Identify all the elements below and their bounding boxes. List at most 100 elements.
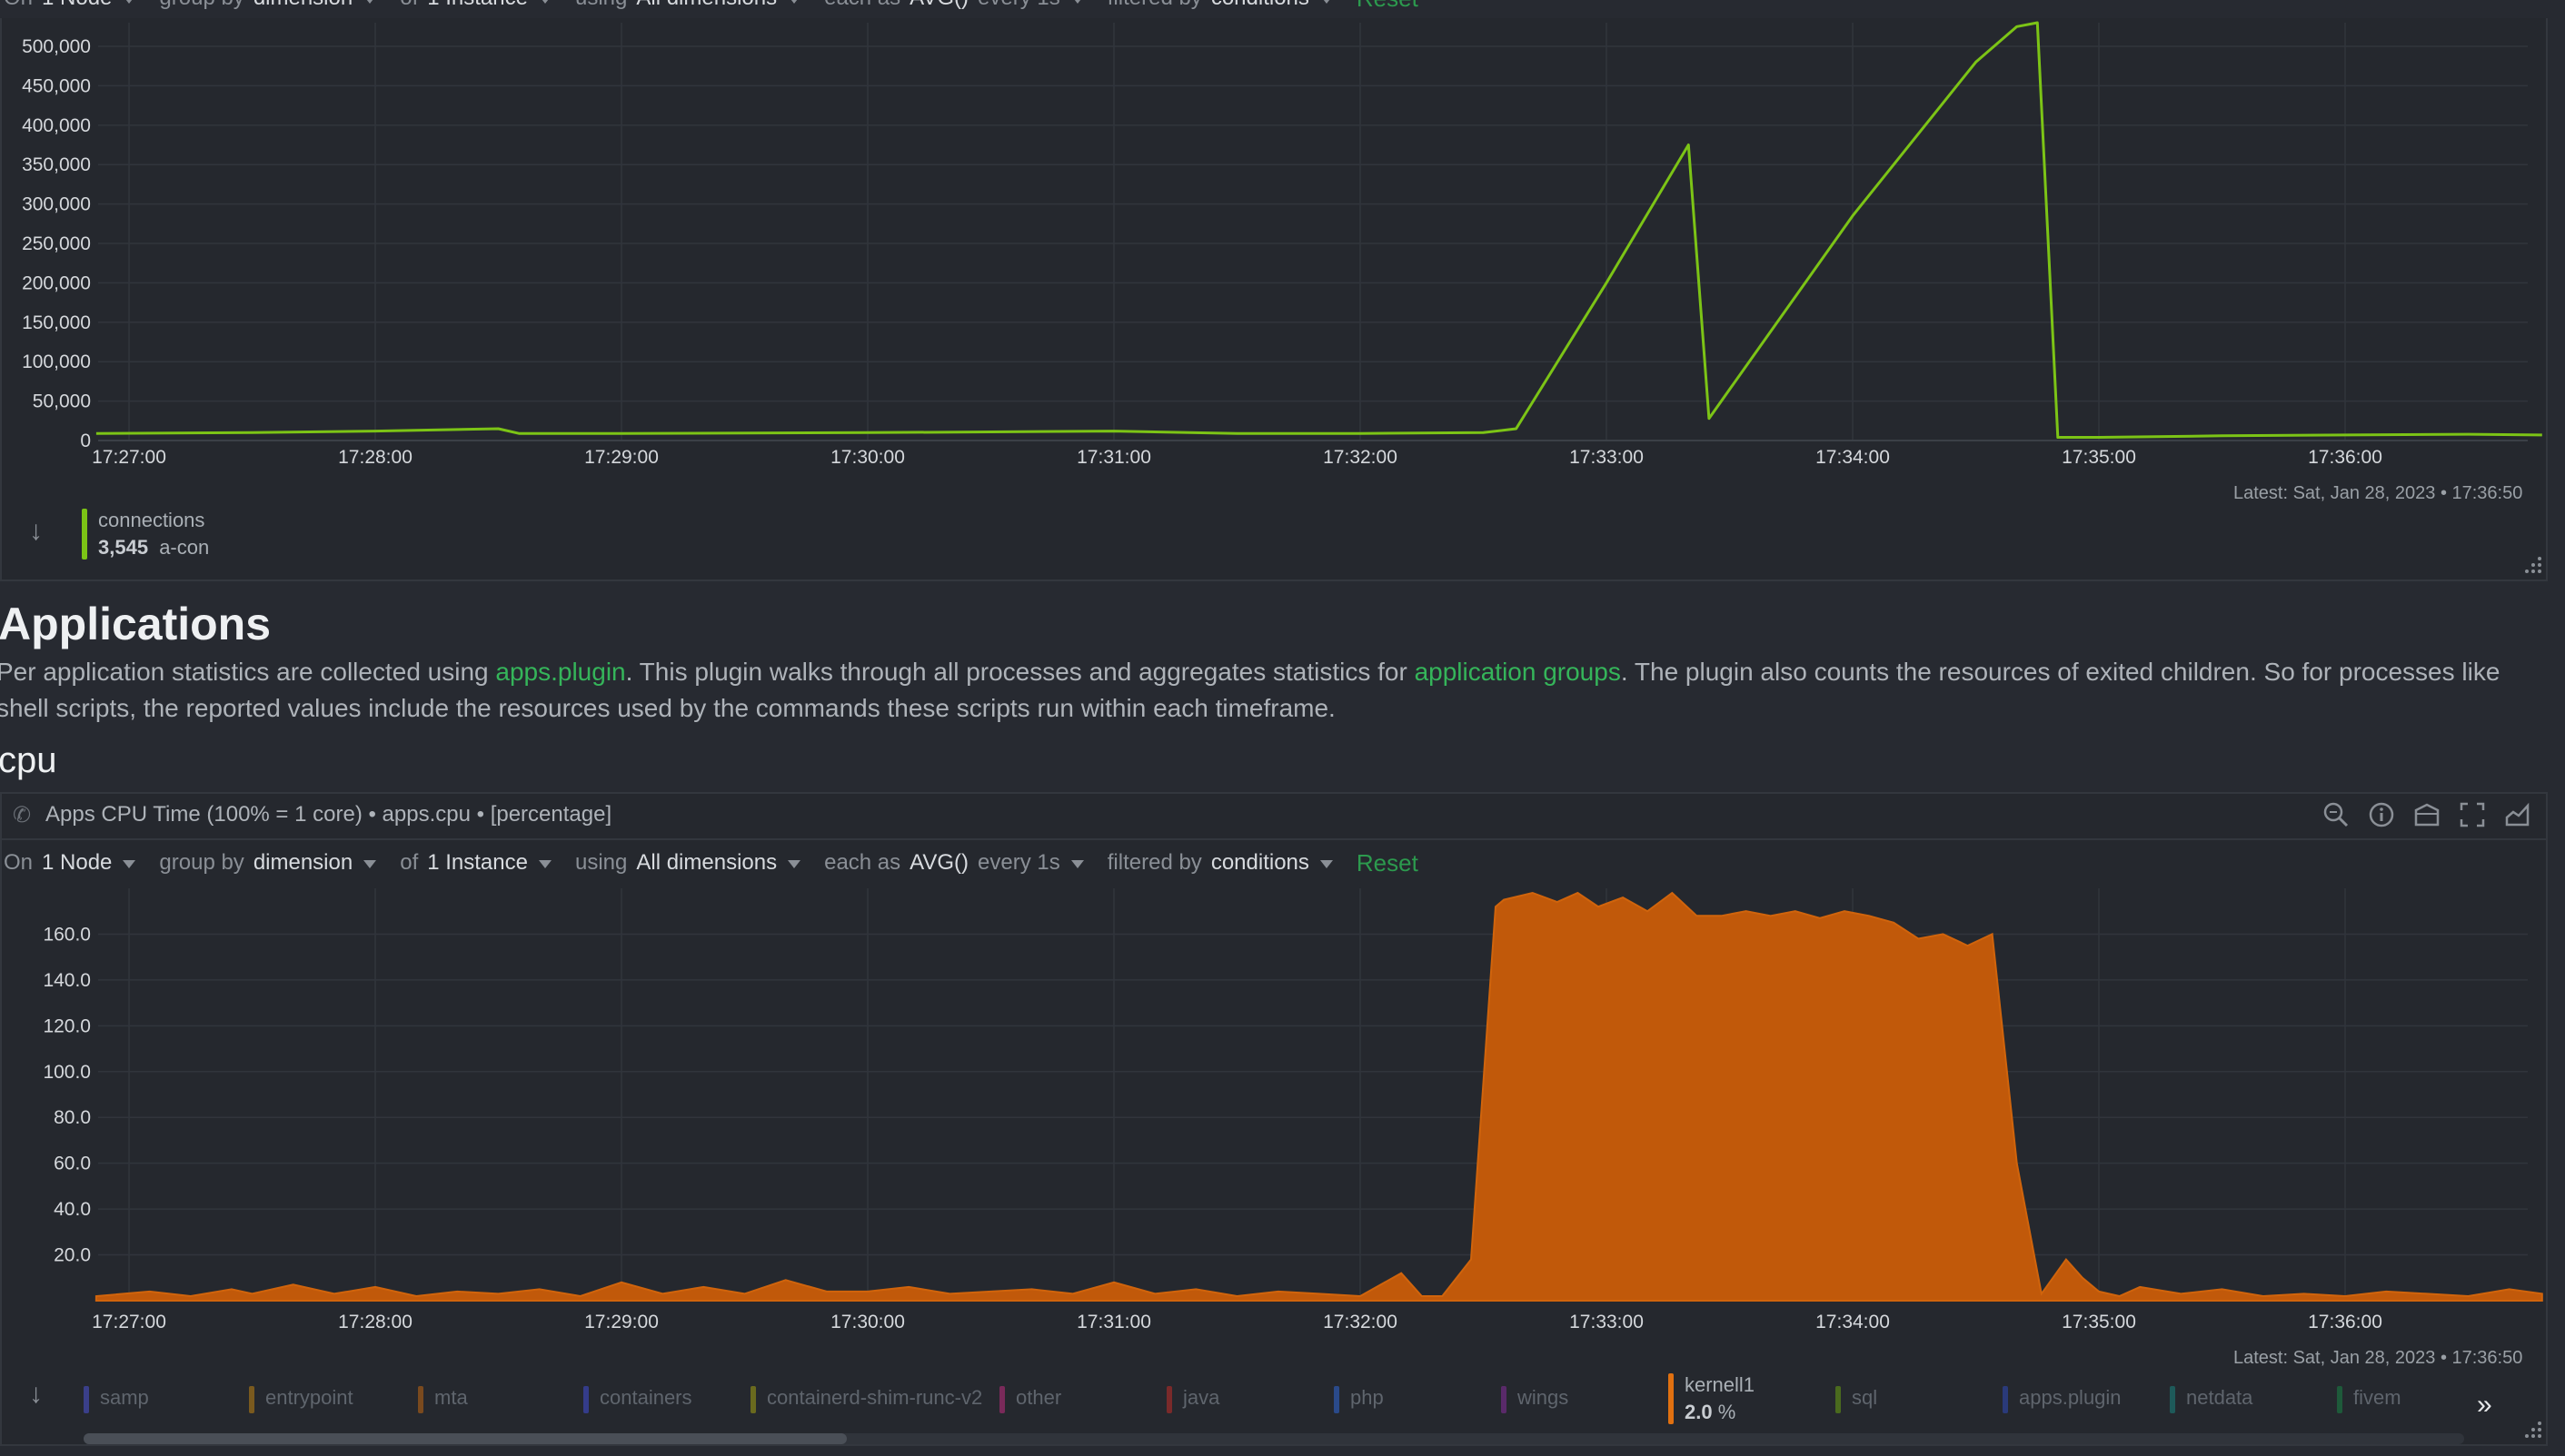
reset-button[interactable]: Reset (1357, 0, 1418, 13)
legend-color-swatch (583, 1386, 589, 1413)
legend-item-sql[interactable]: sql (1835, 1386, 1877, 1413)
latest-timestamp: Latest: Sat, Jan 28, 2023 • 17:36:50 (2233, 1348, 2523, 1368)
double-chevron-right-icon[interactable]: » (2477, 1390, 2492, 1420)
legend-color-swatch (2170, 1386, 2175, 1413)
arrow-down-icon[interactable]: ↓ (29, 1379, 43, 1409)
x-tick-label: 17:31:00 (1077, 1312, 1151, 1332)
legend-item-netdata[interactable]: netdata (2170, 1386, 2252, 1413)
arrow-down-icon[interactable]: ↓ (29, 516, 43, 546)
x-tick-label: 17:30:00 (830, 1312, 905, 1332)
filtered-by-label: filtered by (1108, 0, 1202, 11)
conditions-filter[interactable]: filtered by conditions (1108, 0, 1333, 11)
aggregation-filter[interactable]: each as AVG() every 1s (824, 850, 1084, 876)
chevron-down-icon (123, 859, 136, 868)
group-by-value: dimension (253, 850, 353, 875)
legend-connections[interactable]: connections 3,545 a-con (82, 509, 209, 560)
x-tick-label: 17:28:00 (338, 1312, 413, 1332)
resize-handle-icon[interactable] (2522, 554, 2542, 574)
legend-item-other[interactable]: other (999, 1386, 1061, 1413)
legend-color-swatch (82, 509, 87, 560)
x-tick-label: 17:36:00 (2308, 1312, 2382, 1332)
y-tick-label: 40.0 (54, 1199, 91, 1220)
aggregation-filter[interactable]: each as AVG() every 1s (824, 0, 1084, 11)
x-tick-label: 17:34:00 (1815, 447, 1890, 468)
group-by-filter[interactable]: group by dimension (159, 850, 377, 876)
legend-item-fivem[interactable]: fivem (2337, 1386, 2401, 1413)
legend-name: containerd-shim-runc-v2 (767, 1386, 983, 1409)
instance-filter[interactable]: of 1 Instance (400, 0, 552, 11)
x-tick-label: 17:31:00 (1077, 447, 1151, 468)
chart-header-title: Apps CPU Time (100% = 1 core) • apps.cpu… (45, 802, 612, 827)
y-tick-label: 80.0 (54, 1107, 91, 1128)
application-groups-link[interactable]: application groups (1414, 658, 1621, 686)
instance-value: 1 Instance (427, 850, 528, 875)
legend-color-swatch (1668, 1373, 1674, 1424)
legend-color-swatch (1334, 1386, 1339, 1413)
reset-button[interactable]: Reset (1356, 848, 1418, 877)
legend-item-apps.plugin[interactable]: apps.plugin (2003, 1386, 2122, 1413)
info-icon[interactable] (2368, 801, 2395, 828)
top-filter-bar: On 1 Node group by dimension of 1 Instan… (0, 0, 2548, 21)
legend-color-swatch (999, 1386, 1005, 1413)
folder-icon[interactable] (2413, 801, 2441, 828)
legend-name: entrypoint (265, 1386, 353, 1409)
x-tick-label: 17:29:00 (584, 447, 659, 468)
instance-filter[interactable]: of 1 Instance (400, 850, 552, 876)
connections-chart[interactable]: 0 50,000 100,000 150,000 200,000 250,000 300,0… (0, 18, 2548, 490)
horizontal-scrollbar-track[interactable] (84, 1433, 2464, 1444)
apps-plugin-link[interactable]: apps.plugin (495, 658, 626, 686)
cpu-filter-bar: On 1 Node group by dimension of 1 Instan… (0, 838, 2548, 886)
legend-name: java (1183, 1386, 1220, 1409)
dimensions-filter[interactable]: using All dimensions (575, 850, 801, 876)
y-tick-label: 350,000 (22, 154, 91, 175)
legend-item-php[interactable]: php (1334, 1386, 1384, 1413)
x-tick-label: 17:35:00 (2062, 447, 2136, 468)
y-tick-label: 60.0 (54, 1154, 91, 1174)
legend-item-entrypoint[interactable]: entrypoint (249, 1386, 353, 1413)
subsection-title: cpu (0, 740, 57, 780)
dimensions-value: All dimensions (636, 850, 778, 875)
zoom-icon[interactable] (2322, 801, 2350, 828)
legend-color-swatch (1835, 1386, 1841, 1413)
legend-item-wings[interactable]: wings (1501, 1386, 1568, 1413)
resize-handle-icon[interactable] (2522, 1419, 2542, 1439)
y-tick-label: 20.0 (54, 1245, 91, 1266)
legend-name: connections (98, 509, 205, 531)
node-filter[interactable]: On 1 Node (4, 0, 136, 11)
chevron-down-icon (788, 0, 801, 4)
legend-color-swatch (418, 1386, 423, 1413)
cpu-chart[interactable]: 20.0 40.0 60.0 80.0 100.0 120.0 140.0 160.0 17:2… (0, 884, 2548, 1338)
legend-item-java[interactable]: java (1167, 1386, 1219, 1413)
y-tick-label: 50,000 (33, 391, 91, 412)
phone-icon: ✆ (13, 803, 32, 827)
chevron-down-icon (1319, 0, 1333, 4)
on-label: On (4, 0, 33, 11)
conditions-filter[interactable]: filtered by conditions (1108, 850, 1333, 876)
legend-item-kernell1[interactable]: kernell1 2.0 % (1668, 1373, 1755, 1424)
fullscreen-icon[interactable] (2459, 801, 2486, 828)
legend-name: other (1016, 1386, 1062, 1409)
dimensions-filter[interactable]: using All dimensions (575, 0, 801, 11)
group-by-label: group by (159, 850, 244, 875)
y-tick-label: 100,000 (22, 352, 91, 372)
aggregation-value: AVG() (910, 850, 969, 875)
chevron-down-icon (123, 0, 136, 4)
legend-item-containers[interactable]: containers (583, 1386, 692, 1413)
interval-label: every 1s (978, 850, 1060, 875)
y-tick-label: 200,000 (22, 272, 91, 293)
legend-item-containerd-shim-runc-v2[interactable]: containerd-shim-runc-v2 (751, 1386, 982, 1413)
chart-type-icon[interactable] (2504, 801, 2531, 828)
legend-color-swatch (2003, 1386, 2008, 1413)
legend-name: apps.plugin (2019, 1386, 2122, 1409)
node-value: 1 Node (42, 0, 112, 11)
group-by-filter[interactable]: group by dimension (159, 0, 377, 11)
node-filter[interactable]: On 1 Node (4, 850, 136, 876)
conditions-value: conditions (1211, 0, 1309, 11)
horizontal-scrollbar-thumb[interactable] (84, 1433, 847, 1444)
legend-item-mta[interactable]: mta (418, 1386, 468, 1413)
legend-item-samp[interactable]: samp (84, 1386, 149, 1413)
x-tick-label: 17:27:00 (92, 447, 166, 468)
group-by-label: group by (159, 0, 244, 11)
section-description: Per application statistics are collected… (0, 654, 2540, 727)
x-tick-label: 17:33:00 (1569, 447, 1644, 468)
